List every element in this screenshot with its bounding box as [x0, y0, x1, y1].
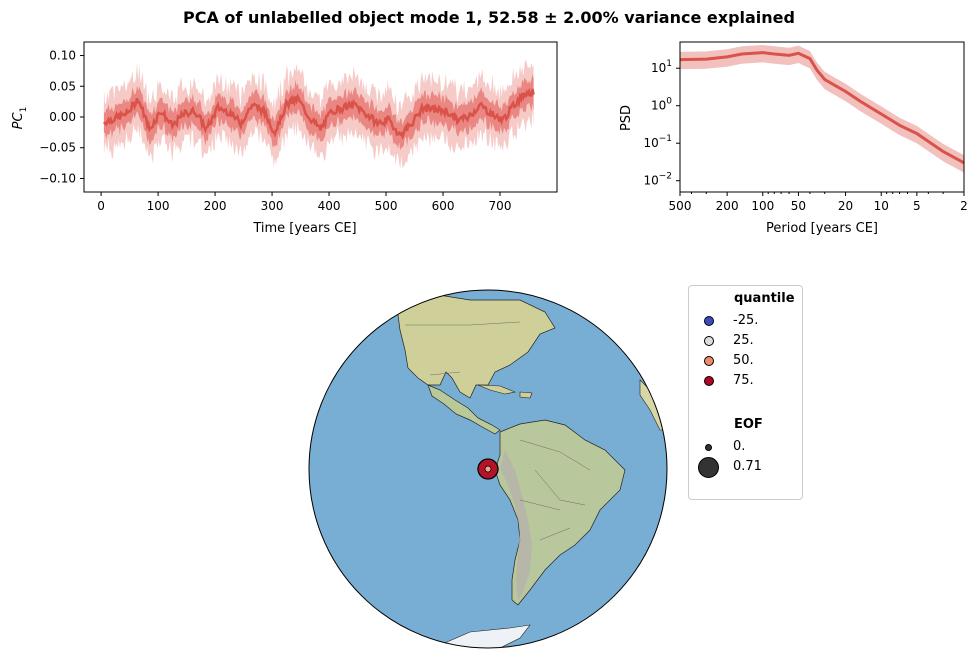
- legend-eof-label: 0.71: [733, 459, 762, 474]
- legend-eof-label: 0.: [733, 439, 746, 454]
- psd-quantile-band: [680, 45, 964, 173]
- y-tick-label: 0.05: [49, 79, 76, 93]
- psd-y-tick-label: 10−1: [643, 134, 672, 150]
- x-tick-label: 400: [318, 199, 341, 213]
- time-series-plot-area: [102, 59, 535, 169]
- psd-x-tick-label: 10: [874, 199, 889, 213]
- x-tick-label: 500: [375, 199, 398, 213]
- legend-quantile-marker: [704, 316, 714, 326]
- legend-quantile-label: 50.: [733, 353, 754, 368]
- legend-quantile-marker: [704, 336, 714, 346]
- spectrum-ylabel: PSD: [619, 105, 634, 131]
- x-tick-label: 600: [432, 199, 455, 213]
- legend-eof-item: 0.71: [689, 457, 802, 478]
- legend-quantile-marker: [704, 376, 714, 386]
- spectrum-axes: 500 200 100 50 20 10 5 2 10−2 10−1 100 101: [643, 59, 967, 213]
- legend-quantile-label: 75.: [733, 373, 754, 388]
- legend-eof-item: 0.: [689, 438, 802, 458]
- time-series-xlabel: Time [years CE]: [252, 221, 356, 236]
- psd-median-line: [680, 51, 964, 165]
- y-tick-label: −0.10: [39, 171, 76, 185]
- pc-subscript: 1: [19, 107, 29, 113]
- psd-y-tick-label: 101: [651, 59, 672, 75]
- legend-quantile-item: -25.: [689, 312, 802, 332]
- psd-x-tick-label: 100: [751, 199, 774, 213]
- north-america-landmass: [358, 290, 556, 399]
- pc-label: PC: [11, 111, 26, 129]
- hispaniola-island: [519, 391, 533, 399]
- cuba-island: [477, 384, 517, 395]
- x-tick-label: 700: [489, 199, 512, 213]
- legend-eof-marker: [698, 457, 719, 478]
- x-tick-label: 200: [204, 199, 227, 213]
- x-tick-label: 300: [261, 199, 284, 213]
- inner-quantile-band: [103, 74, 534, 151]
- legend-quantile-marker: [704, 356, 714, 366]
- y-tick-label: 0.10: [49, 49, 76, 63]
- psd-x-tick-label: 50: [791, 199, 806, 213]
- quantile-site-marker: [484, 465, 492, 473]
- spectrum-frame: [679, 41, 965, 193]
- x-tick-label: 0: [97, 199, 105, 213]
- legend-quantile-label: -25.: [733, 313, 759, 328]
- psd-x-tick-label: 20: [838, 199, 853, 213]
- legend-eof-title: EOF: [734, 417, 763, 432]
- time-series-ylabel: PC1: [11, 107, 29, 130]
- central-america-landmass: [427, 384, 501, 435]
- legend-eof-marker: [705, 444, 712, 451]
- spectrum-plot-area: [680, 45, 964, 173]
- legend-quantile-item: 50.: [689, 352, 802, 372]
- legend-quantile-item: 75.: [689, 372, 802, 392]
- psd-x-tick-label: 200: [716, 199, 739, 213]
- y-tick-label: −0.05: [39, 141, 76, 155]
- psd-x-tick-label: 2: [960, 199, 968, 213]
- globe-map: [308, 289, 668, 649]
- psd-x-tick-label: 500: [669, 199, 692, 213]
- median-line: [102, 87, 535, 141]
- time-series-axes: 0 100 200 300 400 500 600 700 −0.10 −0.05 0.00 0.05…: [39, 49, 511, 213]
- psd-y-tick-label: 10−2: [643, 172, 672, 188]
- antarctica-edge: [439, 624, 531, 648]
- borders: [405, 321, 591, 541]
- legend-quantile-label: 25.: [733, 333, 754, 348]
- andes-shading: [500, 450, 532, 600]
- legend-quantile-title: quantile: [734, 291, 795, 306]
- spectrum-xlabel: Period [years CE]: [766, 221, 878, 236]
- psd-x-tick-label: 5: [913, 199, 921, 213]
- psd-y-tick-label: 100: [651, 97, 672, 113]
- figure-title: PCA of unlabelled object mode 1, 52.58 ±…: [183, 8, 795, 27]
- legend-quantile-item: 25.: [689, 332, 802, 352]
- globe-outline: [308, 289, 668, 649]
- legend: quantile -25. 25. 50. 75. EOF 0. 0.71: [688, 285, 803, 500]
- y-tick-label: 0.00: [49, 110, 76, 124]
- x-tick-label: 100: [147, 199, 170, 213]
